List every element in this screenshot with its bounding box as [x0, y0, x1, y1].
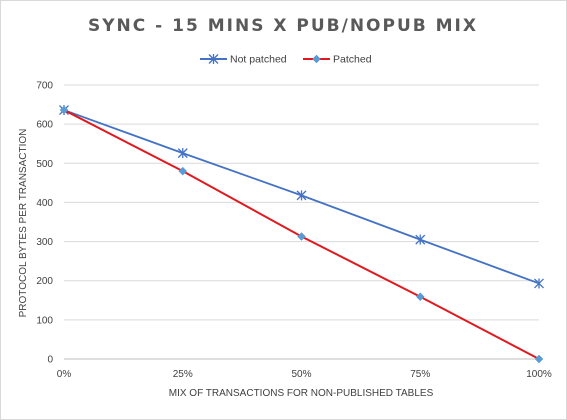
legend: Not patched Patched — [200, 54, 372, 66]
x-tick-label: 100% — [526, 369, 552, 380]
y-tick-label: 300 — [36, 237, 53, 248]
y-tick-label: 0 — [47, 355, 53, 366]
data-point — [534, 354, 544, 364]
legend-marker — [208, 54, 219, 64]
data-point — [296, 190, 307, 201]
legend-entry: Not patched — [200, 54, 287, 66]
y-tick-label: 100 — [36, 315, 53, 326]
y-tick-label: 700 — [36, 81, 53, 92]
y-tick-label: 400 — [36, 198, 53, 209]
series-not-patched — [59, 105, 544, 289]
legend-label: Patched — [333, 54, 372, 66]
y-tick-label: 500 — [36, 159, 53, 170]
series-patched — [59, 105, 544, 364]
data-point — [534, 278, 544, 289]
y-tick-label: 200 — [36, 276, 53, 287]
legend-entry: Patched — [303, 54, 372, 66]
legend-marker — [312, 54, 321, 64]
data-point — [415, 234, 426, 245]
gridlines — [64, 84, 539, 360]
data-point — [178, 166, 188, 176]
legend-label: Not patched — [230, 54, 287, 66]
series-layer — [59, 105, 544, 364]
x-axis-tick-labels: 0% 25% 50% 75% 100% — [57, 369, 552, 380]
data-point — [59, 105, 69, 115]
x-tick-label: 75% — [410, 369, 430, 380]
x-tick-label: 50% — [291, 369, 311, 380]
chart-title: SYNC - 15 MINS X PUB/NOPUB MIX — [88, 16, 478, 36]
data-point — [297, 232, 306, 241]
y-axis-title: PROTOCOL BYTES PER TRANSACTION — [18, 129, 29, 318]
y-axis-tick-labels: 0 100 200 300 400 500 600 700 — [36, 81, 53, 366]
data-point — [415, 292, 425, 302]
x-tick-label: 25% — [173, 369, 193, 380]
y-tick-label: 600 — [36, 120, 53, 131]
data-point — [177, 148, 188, 159]
x-tick-label: 0% — [57, 369, 72, 380]
x-axis-title: MIX OF TRANSACTIONS FOR NON-PUBLISHED TA… — [169, 388, 434, 399]
